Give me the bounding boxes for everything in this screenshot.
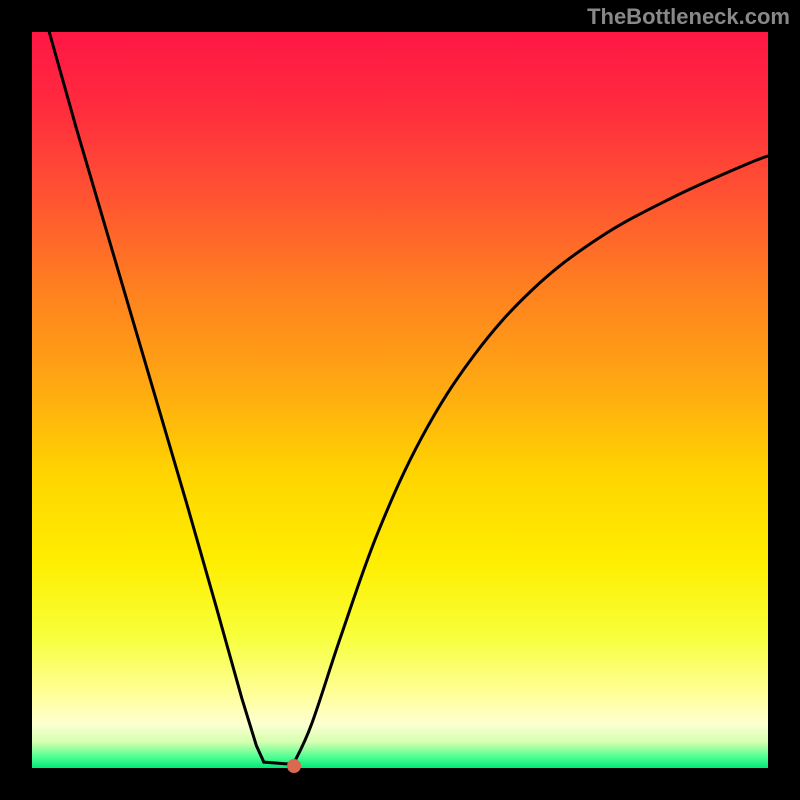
optimum-marker (287, 759, 301, 773)
chart-container: TheBottleneck.com (0, 0, 800, 800)
curve-layer (0, 0, 800, 800)
